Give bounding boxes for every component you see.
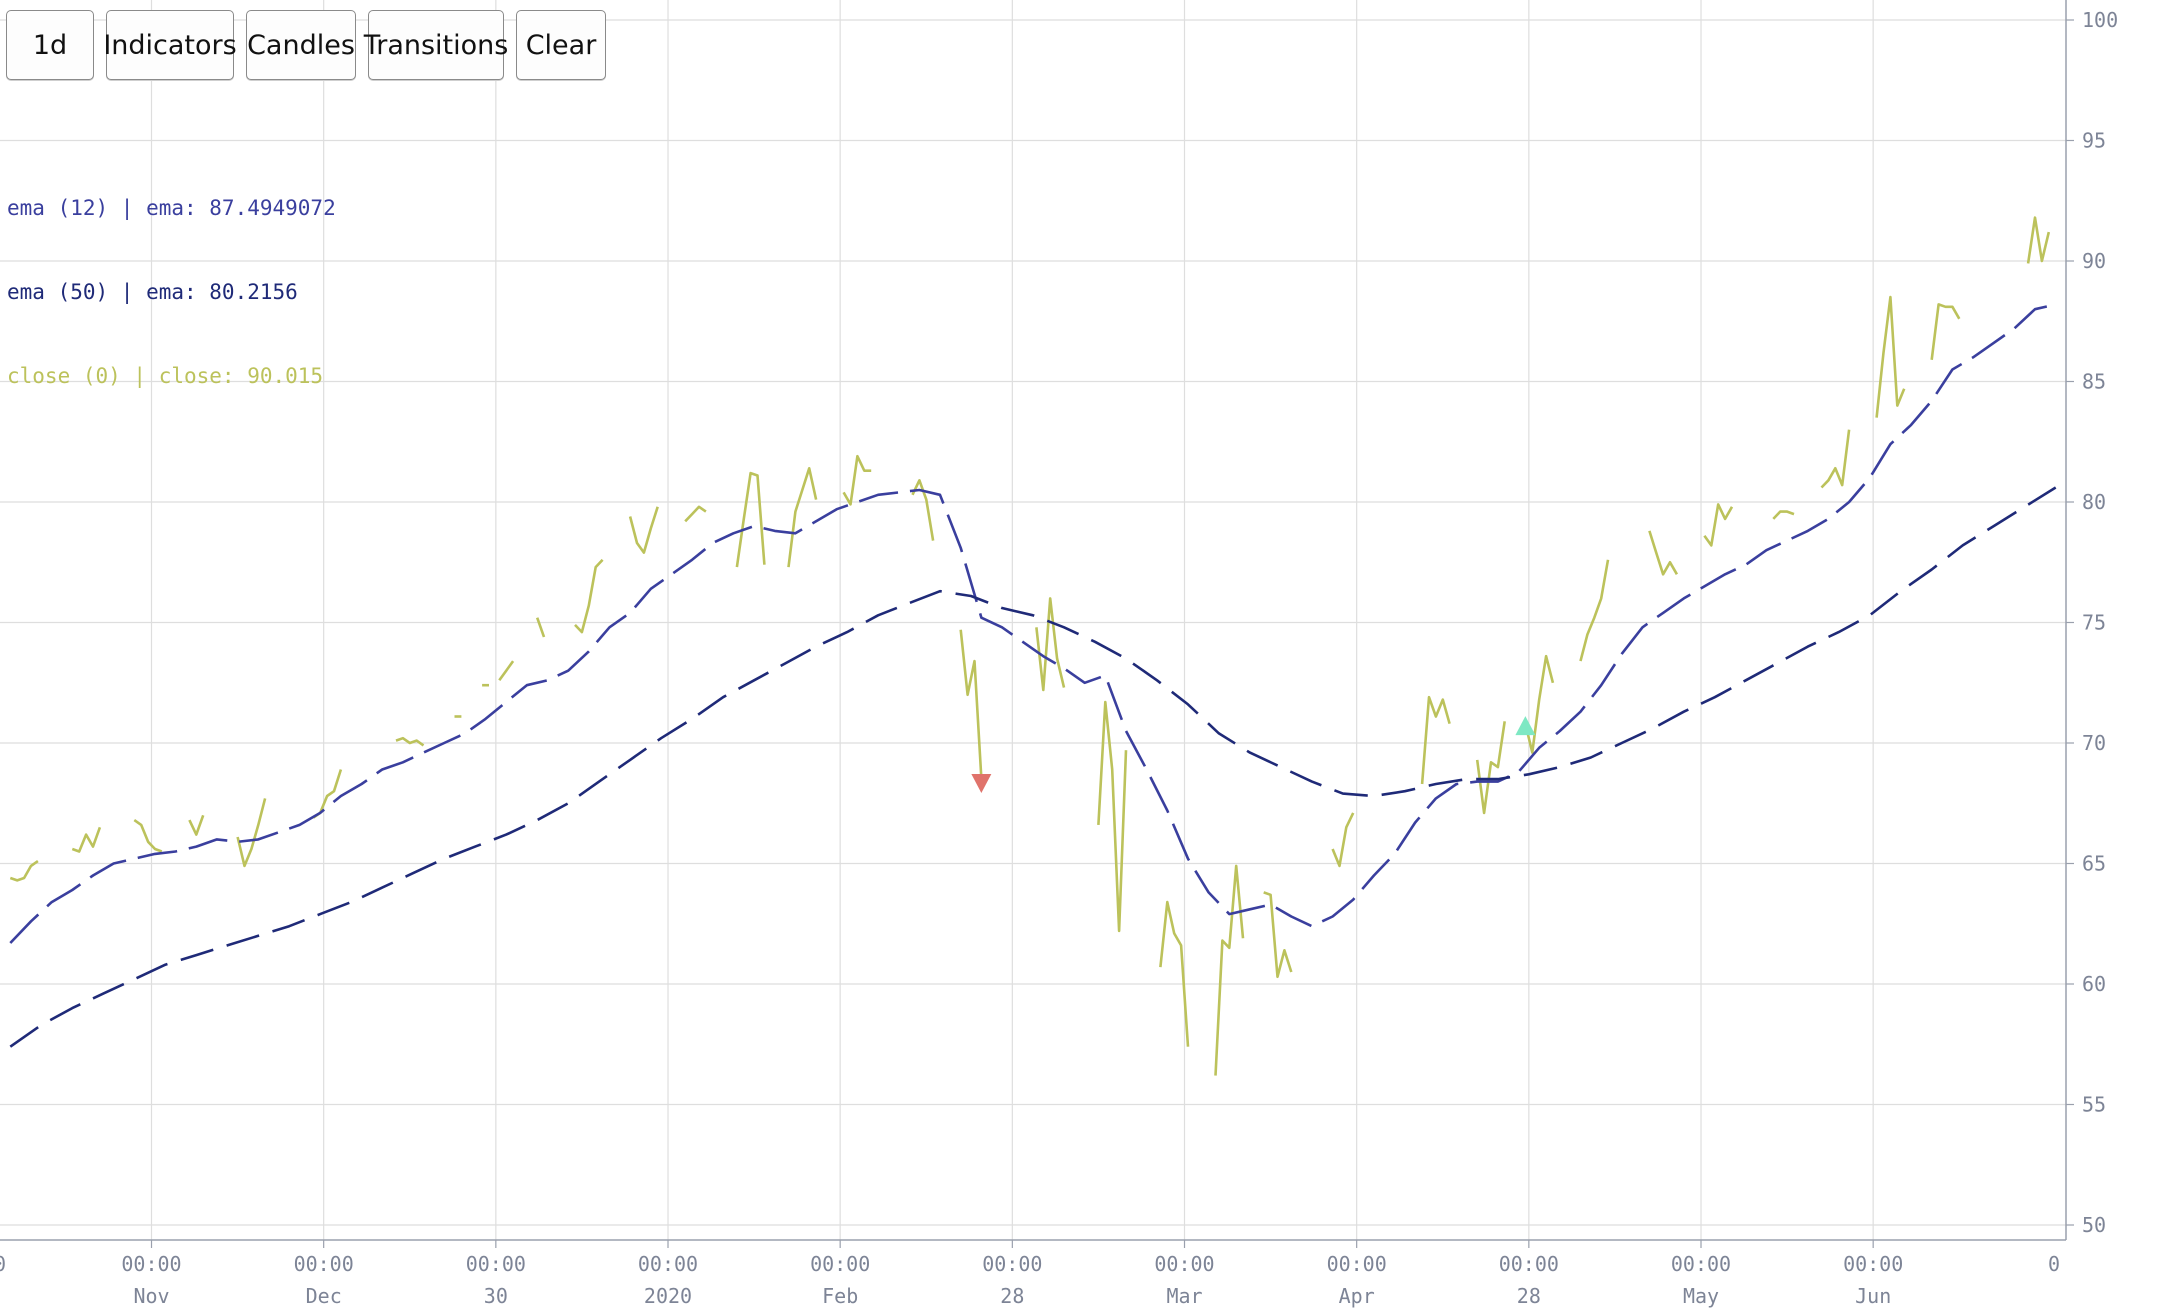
series-close-0-segment (1648, 530, 1679, 576)
x-tick-label: Jun (1855, 1284, 1891, 1308)
x-tick-time: 00:00 (810, 1252, 870, 1276)
series-close-0-segment (312, 769, 343, 819)
legend-ema50: ema (50) | ema: 80.2156 (7, 280, 298, 304)
timeframe-1d-button[interactable]: 1d (6, 10, 94, 80)
series-close-0-segment (1097, 700, 1128, 933)
x-tick-label: 30 (484, 1284, 508, 1308)
legend-close: close (0) | close: 90.015 (7, 364, 324, 388)
x-tick-time: 00:00 (1154, 1252, 1214, 1276)
x-tick-label: 2020 (644, 1284, 692, 1308)
y-tick-label: 60 (2082, 972, 2106, 996)
clear-button[interactable]: Clear (516, 10, 606, 80)
x-tick-time: 00:00 (982, 1252, 1042, 1276)
series-close-0-segment (684, 505, 707, 523)
x-tick-time: 00:00 (1327, 1252, 1387, 1276)
series-close-0-segment (1420, 695, 1451, 785)
x-tick-label: Dec (306, 1284, 342, 1308)
x-tick-time: 00:00 (1499, 1252, 1559, 1276)
chart-axes: 50 55 60 65 70 75 80 85 90 95 100 00:00 Nov 00:00 Dec 0… (0, 0, 2118, 1308)
y-tick-label: 75 (2082, 611, 2106, 635)
y-tick-label: 85 (2082, 370, 2106, 394)
series-close-0-segment (1820, 429, 1851, 489)
series-close-0-segment (842, 454, 872, 506)
series-close-0-segment (628, 506, 659, 554)
series-close-0-segment (1159, 900, 1190, 1047)
sell-signal-marker[interactable] (971, 773, 992, 793)
x-tick-label: Feb (822, 1284, 858, 1308)
x-tick-label: May (1683, 1284, 1719, 1308)
indicators-button[interactable]: Indicators (103, 10, 237, 80)
series-close-0-segment (71, 826, 102, 853)
series-ema-50-line (9, 486, 2057, 1048)
x-tick-label: 28 (1517, 1284, 1541, 1308)
series-close-0-segment (1035, 597, 1066, 692)
transitions-button[interactable]: Transitions (364, 10, 508, 80)
series-close-0-segment (1772, 510, 1795, 520)
candles-button[interactable]: Candles (246, 10, 356, 80)
series-close-0-segment (1214, 864, 1245, 1076)
series-close-0-segment (9, 860, 39, 882)
x-tick-label: Apr (1339, 1284, 1375, 1308)
legend-ema12: ema (12) | ema: 87.4949072 (7, 196, 336, 220)
series-close-0-segment (959, 629, 983, 780)
series-close-0-segment (1703, 503, 1734, 547)
x-tick-time: 00:00 (1843, 1252, 1903, 1276)
series-close-0-segment (2026, 216, 2051, 264)
series-close-0-segment (574, 558, 604, 634)
series-ema-12-line (9, 303, 2056, 944)
signal-markers (971, 716, 1536, 793)
series-close-0-segment (1331, 812, 1355, 868)
series-close-0-segment (1579, 559, 1610, 662)
series-close-0-segment (395, 736, 425, 747)
chart-series (9, 216, 2057, 1076)
y-tick-label: 70 (2082, 731, 2106, 755)
y-tick-label: 100 (2082, 8, 2118, 32)
x-tick-label: Mar (1166, 1284, 1202, 1308)
series-close-0-segment (1475, 721, 1506, 815)
series-close-0-segment (1524, 654, 1555, 754)
x-tick-time: 00:00 (1671, 1252, 1731, 1276)
series-close-0-segment (535, 617, 546, 638)
x-tick-time: 00:00 (638, 1252, 698, 1276)
series-close-0-segment (1263, 891, 1293, 979)
series-close-0-segment (133, 819, 163, 853)
x-tick-time: 00:00 (121, 1252, 181, 1276)
y-tick-label: 65 (2082, 852, 2106, 876)
series-close-0-segment (188, 814, 205, 836)
series-close-0-segment (735, 471, 766, 568)
y-tick-label: 95 (2082, 129, 2106, 153)
buy-signal-marker[interactable] (1515, 716, 1536, 736)
series-close-0-segment (498, 660, 515, 682)
y-tick-label: 80 (2082, 490, 2106, 514)
series-close-0-segment (236, 798, 267, 868)
x-tick-time: 00:00 (294, 1252, 354, 1276)
x-edge-label-right: 0 (2048, 1252, 2060, 1276)
x-tick-label: 28 (1000, 1284, 1024, 1308)
chart-legend: ema (12) | ema: 87.4949072 ema (50) | em… (7, 138, 336, 418)
series-close-0-segment (1875, 295, 1906, 418)
y-tick-label: 55 (2082, 1093, 2106, 1117)
series-close-0-segment (787, 466, 818, 568)
x-tick-time: 00:00 (466, 1252, 526, 1276)
y-tick-label: 90 (2082, 249, 2106, 273)
y-tick-label: 50 (2082, 1213, 2106, 1237)
series-close-0-segment (1930, 303, 1961, 360)
x-edge-label-left: 0 (0, 1252, 6, 1276)
x-tick-label: Nov (133, 1284, 169, 1308)
